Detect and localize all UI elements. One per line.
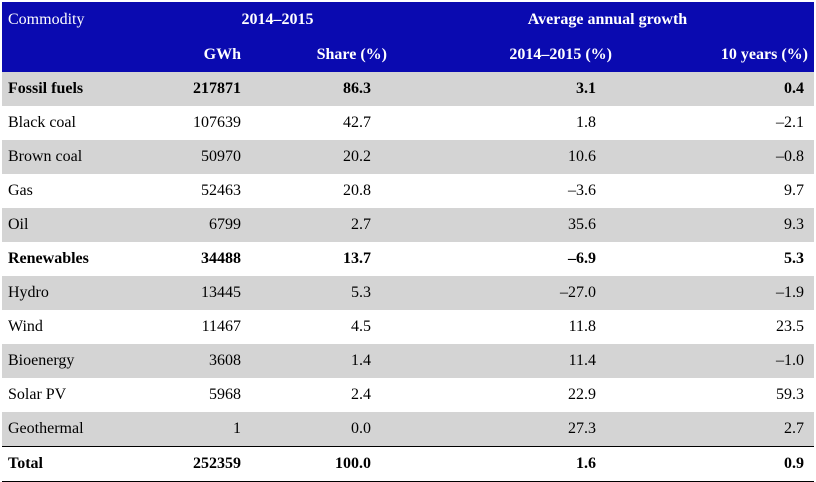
table-row: Renewables 34488 13.7 –6.9 5.3 bbox=[2, 242, 814, 276]
header-group-average-growth: Average annual growth bbox=[401, 2, 814, 37]
share-cell: 20.2 bbox=[251, 140, 401, 174]
table-row: Gas 52463 20.8 –3.6 9.7 bbox=[2, 174, 814, 208]
growth-10y-cell: 59.3 bbox=[626, 378, 814, 412]
total-row: Total 252359 100.0 1.6 0.9 bbox=[2, 446, 814, 482]
gwh-cell: 1 bbox=[154, 412, 251, 447]
gwh-cell: 217871 bbox=[154, 72, 251, 106]
header-share: Share (%) bbox=[251, 37, 401, 72]
growth-10y-cell: 0.4 bbox=[626, 72, 814, 106]
commodity-cell: Geothermal bbox=[2, 412, 154, 447]
table-row: Geothermal 1 0.0 27.3 2.7 bbox=[2, 412, 814, 447]
growth-year-cell: 27.3 bbox=[401, 412, 626, 447]
growth-year-cell: 1.8 bbox=[401, 106, 626, 140]
growth-year-cell: 22.9 bbox=[401, 378, 626, 412]
share-cell: 13.7 bbox=[251, 242, 401, 276]
growth-10y-cell: –1.9 bbox=[626, 276, 814, 310]
growth-10y-cell: –2.1 bbox=[626, 106, 814, 140]
growth-year-cell: 35.6 bbox=[401, 208, 626, 242]
share-cell: 2.7 bbox=[251, 208, 401, 242]
growth-10y-cell: 9.7 bbox=[626, 174, 814, 208]
share-cell: 0.0 bbox=[251, 412, 401, 447]
commodity-cell: Fossil fuels bbox=[2, 72, 154, 106]
header-growth-year: 2014–2015 (%) bbox=[401, 37, 626, 72]
share-cell: 5.3 bbox=[251, 276, 401, 310]
gwh-cell: 34488 bbox=[154, 242, 251, 276]
header-growth-10y: 10 years (%) bbox=[626, 37, 814, 72]
table-row: Black coal 107639 42.7 1.8 –2.1 bbox=[2, 106, 814, 140]
growth-10y-cell: –1.0 bbox=[626, 344, 814, 378]
header-group-2014-2015: 2014–2015 bbox=[154, 2, 401, 37]
share-cell: 1.4 bbox=[251, 344, 401, 378]
total-gwh-cell: 252359 bbox=[154, 446, 251, 482]
gwh-cell: 6799 bbox=[154, 208, 251, 242]
header-row-columns: GWh Share (%) 2014–2015 (%) 10 years (%) bbox=[2, 37, 814, 72]
total-growth-year-cell: 1.6 bbox=[401, 446, 626, 482]
header-commodity: Commodity bbox=[2, 2, 154, 37]
gwh-cell: 107639 bbox=[154, 106, 251, 140]
total-share-cell: 100.0 bbox=[251, 446, 401, 482]
gwh-cell: 50970 bbox=[154, 140, 251, 174]
gwh-cell: 3608 bbox=[154, 344, 251, 378]
share-cell: 2.4 bbox=[251, 378, 401, 412]
share-cell: 42.7 bbox=[251, 106, 401, 140]
share-cell: 20.8 bbox=[251, 174, 401, 208]
table-row: Bioenergy 3608 1.4 11.4 –1.0 bbox=[2, 344, 814, 378]
table-row: Brown coal 50970 20.2 10.6 –0.8 bbox=[2, 140, 814, 174]
growth-10y-cell: 5.3 bbox=[626, 242, 814, 276]
commodity-cell: Hydro bbox=[2, 276, 154, 310]
commodity-cell: Bioenergy bbox=[2, 344, 154, 378]
share-cell: 4.5 bbox=[251, 310, 401, 344]
table-row: Oil 6799 2.7 35.6 9.3 bbox=[2, 208, 814, 242]
gwh-cell: 13445 bbox=[154, 276, 251, 310]
total-commodity-cell: Total bbox=[2, 446, 154, 482]
header-row-groups: Commodity 2014–2015 Average annual growt… bbox=[2, 2, 814, 37]
commodity-cell: Brown coal bbox=[2, 140, 154, 174]
growth-year-cell: –6.9 bbox=[401, 242, 626, 276]
table-row: Wind 11467 4.5 11.8 23.5 bbox=[2, 310, 814, 344]
growth-year-cell: 10.6 bbox=[401, 140, 626, 174]
commodity-cell: Wind bbox=[2, 310, 154, 344]
commodity-cell: Oil bbox=[2, 208, 154, 242]
growth-10y-cell: 2.7 bbox=[626, 412, 814, 447]
commodity-cell: Black coal bbox=[2, 106, 154, 140]
table-body: Fossil fuels 217871 86.3 3.1 0.4 Black coal 10… bbox=[2, 72, 814, 482]
gwh-cell: 52463 bbox=[154, 174, 251, 208]
table-row: Hydro 13445 5.3 –27.0 –1.9 bbox=[2, 276, 814, 310]
share-cell: 86.3 bbox=[251, 72, 401, 106]
growth-year-cell: 11.8 bbox=[401, 310, 626, 344]
commodity-cell: Solar PV bbox=[2, 378, 154, 412]
growth-10y-cell: 9.3 bbox=[626, 208, 814, 242]
growth-10y-cell: –0.8 bbox=[626, 140, 814, 174]
growth-year-cell: –27.0 bbox=[401, 276, 626, 310]
growth-year-cell: 11.4 bbox=[401, 344, 626, 378]
table-row: Fossil fuels 217871 86.3 3.1 0.4 bbox=[2, 72, 814, 106]
commodity-cell: Gas bbox=[2, 174, 154, 208]
gwh-cell: 11467 bbox=[154, 310, 251, 344]
header-gwh: GWh bbox=[154, 37, 251, 72]
growth-10y-cell: 23.5 bbox=[626, 310, 814, 344]
growth-year-cell: 3.1 bbox=[401, 72, 626, 106]
gwh-cell: 5968 bbox=[154, 378, 251, 412]
table-row: Solar PV 5968 2.4 22.9 59.3 bbox=[2, 378, 814, 412]
growth-year-cell: –3.6 bbox=[401, 174, 626, 208]
commodity-cell: Renewables bbox=[2, 242, 154, 276]
total-growth-10y-cell: 0.9 bbox=[626, 446, 814, 482]
table-header: Commodity 2014–2015 Average annual growt… bbox=[2, 2, 814, 72]
header-blank bbox=[2, 37, 154, 72]
